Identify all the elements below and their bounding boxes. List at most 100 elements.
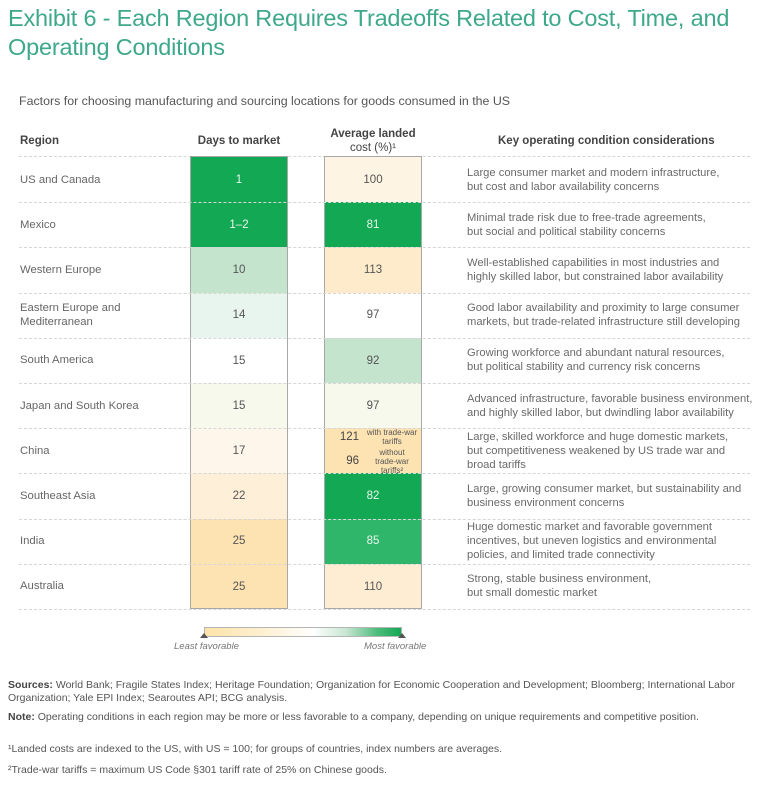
days-cell-china: 17 — [191, 428, 287, 474]
sources-label: Sources: — [8, 679, 53, 691]
row-divider — [19, 292, 750, 294]
row-divider — [19, 247, 750, 249]
header-cost-line1: Average landed — [330, 128, 416, 140]
row-divider — [19, 609, 750, 610]
days-cell-india: 25 — [191, 518, 287, 565]
considerations-line: Large, skilled workforce and huge domest… — [467, 430, 729, 443]
considerations-southeast-asia: Large, growing consumer market, but sust… — [467, 482, 757, 510]
cost-split-label: without trade-war tariffs² — [363, 448, 421, 475]
exhibit-title: Exhibit 6 - Each Region Requires Tradeof… — [8, 5, 730, 60]
cost-split-label-line: trade-war tariffs² — [375, 456, 409, 475]
row-divider — [19, 428, 750, 430]
considerations-line: Good labor availability and proximity to… — [467, 302, 740, 315]
row-divider — [19, 383, 750, 384]
days-cell-australia: 25 — [191, 563, 287, 610]
cost-split-label-line: without — [379, 447, 405, 457]
considerations-line: and highly skilled labor, but dwindling … — [467, 406, 734, 419]
cost-cell-japan-and-south-korea: 97 — [325, 383, 421, 429]
cost-split-label-line: tariffs — [382, 436, 402, 446]
region-label-south-america: South America — [20, 354, 94, 367]
days-cell-western-europe: 10 — [191, 247, 287, 294]
region-label-western-europe: Western Europe — [20, 264, 102, 276]
cost-cell-south-america: 92 — [325, 337, 421, 384]
legend-least-favorable: Least favorable — [174, 641, 239, 652]
considerations-line: Well-established capabilities in most in… — [467, 257, 720, 269]
days-cell-japan-and-south-korea: 15 — [191, 383, 287, 429]
considerations-line: business environment concerns — [467, 497, 625, 509]
region-label-japan-and-south-korea: Japan and South Korea — [20, 399, 139, 412]
cost-split-value: 121 — [339, 430, 359, 443]
cost-split-entry: 121 with trade-war tariffs — [325, 428, 421, 446]
days-cell-southeast-asia: 22 — [191, 473, 287, 520]
days-cell-us-and-canada: 1 — [191, 157, 287, 203]
header-cost-line2: cost (%)¹ — [350, 142, 396, 154]
considerations-south-america: Growing workforce and abundant natural r… — [467, 346, 757, 374]
cost-cell-us-and-canada: 100 — [325, 157, 421, 203]
considerations-line: but cost and labor availability concerns — [467, 180, 660, 193]
footnote-1: ¹Landed costs are indexed to the US, wit… — [8, 743, 503, 755]
cost-cell-china: 121 with trade-war tariffs 96 without trade-w… — [325, 428, 421, 475]
sources-footnote: Sources: World Bank; Fragile States Inde… — [8, 679, 760, 705]
legend-gradient-bar — [204, 627, 402, 637]
note-footnote: Note: Operating conditions in each regio… — [8, 711, 760, 724]
cost-cell-australia: 110 — [325, 563, 421, 610]
cost-split-value: 96 — [346, 455, 359, 468]
region-label-mexico: Mexico — [20, 218, 56, 231]
considerations-line: but political stability and currency ris… — [467, 361, 701, 374]
considerations-line: markets, but trade-related infrastructur… — [467, 316, 740, 329]
region-label-australia: Australia — [20, 580, 64, 593]
cost-cell-western-europe: 113 — [325, 247, 421, 294]
cost-cell-eastern-europe-and-mediterranean: 97 — [325, 292, 421, 339]
note-text: Operating conditions in each region may … — [34, 711, 699, 723]
region-label-southeast-asia: Southeast Asia — [20, 490, 96, 502]
cost-split-entry: 96 without trade-war tariffs² — [325, 448, 421, 475]
considerations-mexico: Minimal trade risk due to free-trade agr… — [467, 211, 757, 239]
considerations-line: highly skilled labor, but constrained la… — [467, 271, 724, 283]
considerations-line: incentives, but uneven logistics and env… — [467, 535, 717, 548]
region-label-china: China — [20, 444, 50, 457]
cost-cell-india: 85 — [325, 518, 421, 565]
region-label-india: India — [20, 535, 45, 548]
sources-text: World Bank; Fragile States Index; Herita… — [8, 679, 736, 704]
considerations-china: Large, skilled workforce and huge domest… — [467, 430, 757, 472]
considerations-line: broad tariffs — [467, 458, 526, 471]
header-considerations: Key operating condition considerations — [498, 135, 715, 147]
row-divider — [19, 337, 750, 339]
legend-low-marker-icon — [200, 633, 208, 638]
cost-split-label-line: with trade-war — [366, 427, 418, 437]
legend-most-favorable: Most favorable — [364, 641, 427, 652]
days-cell-south-america: 15 — [191, 337, 287, 384]
considerations-line: Huge domestic market and favorable gover… — [467, 521, 713, 534]
considerations-line: Advanced infrastructure, favorable busin… — [467, 392, 753, 405]
header-days-to-market: Days to market — [197, 135, 281, 147]
considerations-line: Minimal trade risk due to free-trade agr… — [467, 211, 706, 224]
considerations-india: Huge domestic market and favorable gover… — [467, 520, 757, 562]
considerations-line: but small domestic market — [467, 587, 597, 600]
considerations-us-and-canada: Large consumer market and modern infrast… — [467, 166, 757, 194]
considerations-japan-and-south-korea: Advanced infrastructure, favorable busin… — [467, 392, 757, 420]
considerations-line: policies, and limited trade connectivity — [467, 549, 655, 562]
considerations-eastern-europe-and-mediterranean: Good labor availability and proximity to… — [467, 301, 757, 329]
region-label-eastern-europe-and-mediterranean: Eastern Europe and Mediterranean — [20, 301, 121, 329]
header-average-landed-cost: Average landed cost (%)¹ — [324, 127, 422, 155]
considerations-line: Large, growing consumer market, but sust… — [467, 483, 742, 495]
considerations-australia: Strong, stable business environment, but … — [467, 572, 757, 600]
row-divider — [19, 518, 750, 520]
considerations-line: Strong, stable business environment, — [467, 573, 652, 586]
days-cell-eastern-europe-and-mediterranean: 14 — [191, 292, 287, 339]
days-cell-mexico: 1–2 — [191, 202, 287, 248]
considerations-line: but competitiveness weakened by US trade… — [467, 444, 726, 457]
region-label-line: Eastern Europe and — [20, 302, 121, 315]
cost-cell-southeast-asia: 82 — [325, 473, 421, 520]
note-label: Note: — [8, 711, 35, 723]
cost-cell-mexico: 81 — [325, 202, 421, 248]
considerations-western-europe: Well-established capabilities in most in… — [467, 256, 757, 284]
considerations-line: but social and political stability conce… — [467, 225, 666, 238]
region-label-us-and-canada: US and Canada — [20, 173, 101, 186]
cost-split-label: with trade-war tariffs — [363, 428, 421, 446]
footnote-2: ²Trade-war tariffs = maximum US Code §30… — [8, 764, 387, 776]
considerations-line: Growing workforce and abundant natural r… — [467, 347, 725, 360]
region-label-line: Mediterranean — [20, 316, 93, 329]
row-divider — [19, 563, 750, 565]
header-region: Region — [20, 135, 59, 147]
